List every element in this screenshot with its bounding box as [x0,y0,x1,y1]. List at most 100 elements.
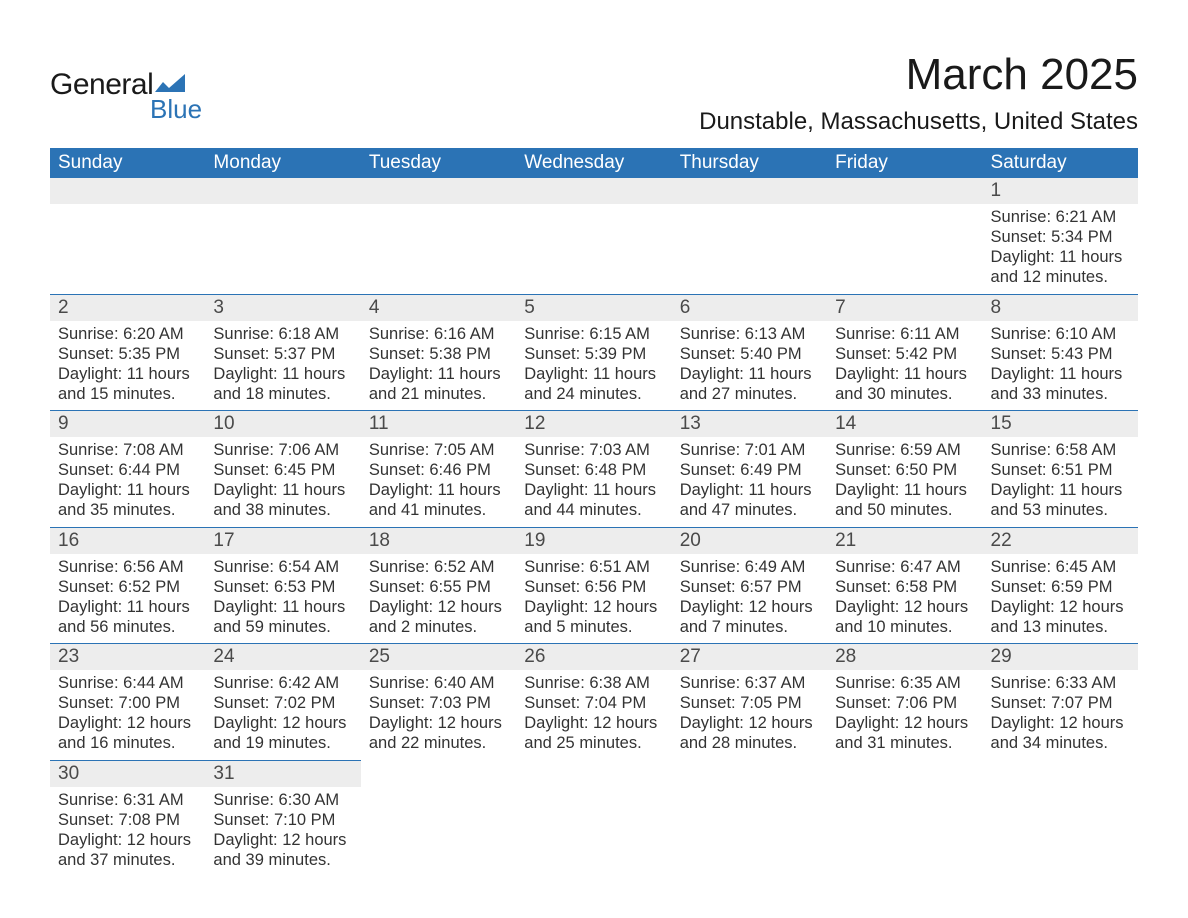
calendar-cell: 1Sunrise: 6:21 AMSunset: 5:34 PMDaylight… [983,178,1138,294]
calendar-cell: 8Sunrise: 6:10 AMSunset: 5:43 PMDaylight… [983,294,1138,411]
day-number [361,760,516,786]
day-number: 7 [827,295,982,321]
sunset-line: Sunset: 7:00 PM [58,693,197,713]
daylight2-line: and 27 minutes. [680,384,819,404]
day-details [50,204,205,213]
day-number: 25 [361,644,516,670]
day-number: 18 [361,528,516,554]
day-details: Sunrise: 6:37 AMSunset: 7:05 PMDaylight:… [672,670,827,760]
day-details: Sunrise: 6:38 AMSunset: 7:04 PMDaylight:… [516,670,671,760]
daylight2-line: and 50 minutes. [835,500,974,520]
day-details: Sunrise: 6:58 AMSunset: 6:51 PMDaylight:… [983,437,1138,527]
page-header: General Blue March 2025 Dunstable, Massa… [50,50,1138,136]
day-details [827,786,982,795]
calendar-cell: 28Sunrise: 6:35 AMSunset: 7:06 PMDayligh… [827,644,982,761]
sunrise-line: Sunrise: 6:10 AM [991,324,1130,344]
sunrise-line: Sunrise: 6:58 AM [991,440,1130,460]
calendar-cell: 18Sunrise: 6:52 AMSunset: 6:55 PMDayligh… [361,527,516,644]
day-details: Sunrise: 6:13 AMSunset: 5:40 PMDaylight:… [672,321,827,411]
daylight2-line: and 35 minutes. [58,500,197,520]
day-number: 4 [361,295,516,321]
day-header: Saturday [983,148,1138,178]
daylight1-line: Daylight: 11 hours [680,364,819,384]
calendar-cell: 11Sunrise: 7:05 AMSunset: 6:46 PMDayligh… [361,411,516,528]
day-number: 23 [50,644,205,670]
daylight1-line: Daylight: 12 hours [524,713,663,733]
day-number: 11 [361,411,516,437]
sunrise-line: Sunrise: 7:08 AM [58,440,197,460]
day-number [516,760,671,786]
daylight1-line: Daylight: 11 hours [991,364,1130,384]
day-details [983,786,1138,795]
daylight2-line: and 59 minutes. [213,617,352,637]
day-details: Sunrise: 6:59 AMSunset: 6:50 PMDaylight:… [827,437,982,527]
day-details: Sunrise: 6:33 AMSunset: 7:07 PMDaylight:… [983,670,1138,760]
day-number: 27 [672,644,827,670]
day-number [205,178,360,204]
sunset-line: Sunset: 7:08 PM [58,810,197,830]
day-number: 13 [672,411,827,437]
day-details: Sunrise: 6:30 AMSunset: 7:10 PMDaylight:… [205,787,360,877]
day-details: Sunrise: 6:35 AMSunset: 7:06 PMDaylight:… [827,670,982,760]
daylight2-line: and 56 minutes. [58,617,197,637]
sunset-line: Sunset: 6:55 PM [369,577,508,597]
calendar-cell [205,178,360,294]
sunrise-line: Sunrise: 6:44 AM [58,673,197,693]
day-header: Wednesday [516,148,671,178]
day-details: Sunrise: 6:20 AMSunset: 5:35 PMDaylight:… [50,321,205,411]
daylight1-line: Daylight: 12 hours [524,597,663,617]
brand-word-1: General [50,68,153,102]
day-details: Sunrise: 7:03 AMSunset: 6:48 PMDaylight:… [516,437,671,527]
sunset-line: Sunset: 6:56 PM [524,577,663,597]
location-subtitle: Dunstable, Massachusetts, United States [699,108,1138,136]
day-number: 12 [516,411,671,437]
sunset-line: Sunset: 6:59 PM [991,577,1130,597]
brand-flag-icon [155,74,185,94]
day-number [983,760,1138,786]
daylight2-line: and 44 minutes. [524,500,663,520]
daylight1-line: Daylight: 11 hours [213,364,352,384]
sunset-line: Sunset: 7:02 PM [213,693,352,713]
daylight2-line: and 24 minutes. [524,384,663,404]
day-number: 24 [205,644,360,670]
day-number: 15 [983,411,1138,437]
calendar-body: 1Sunrise: 6:21 AMSunset: 5:34 PMDaylight… [50,178,1138,876]
daylight1-line: Daylight: 12 hours [369,713,508,733]
calendar-cell [672,178,827,294]
title-block: March 2025 Dunstable, Massachusetts, Uni… [699,50,1138,136]
day-header: Friday [827,148,982,178]
sunrise-line: Sunrise: 6:33 AM [991,673,1130,693]
daylight2-line: and 13 minutes. [991,617,1130,637]
day-details: Sunrise: 6:56 AMSunset: 6:52 PMDaylight:… [50,554,205,644]
day-details: Sunrise: 6:18 AMSunset: 5:37 PMDaylight:… [205,321,360,411]
sunset-line: Sunset: 5:37 PM [213,344,352,364]
daylight1-line: Daylight: 11 hours [835,364,974,384]
day-details: Sunrise: 6:21 AMSunset: 5:34 PMDaylight:… [983,204,1138,294]
daylight2-line: and 28 minutes. [680,733,819,753]
daylight1-line: Daylight: 11 hours [213,480,352,500]
daylight1-line: Daylight: 12 hours [369,597,508,617]
sunset-line: Sunset: 7:06 PM [835,693,974,713]
day-number [516,178,671,204]
calendar-cell: 24Sunrise: 6:42 AMSunset: 7:02 PMDayligh… [205,644,360,761]
daylight2-line: and 2 minutes. [369,617,508,637]
calendar-cell: 5Sunrise: 6:15 AMSunset: 5:39 PMDaylight… [516,294,671,411]
calendar-cell [361,760,516,876]
sunset-line: Sunset: 5:38 PM [369,344,508,364]
sunset-line: Sunset: 6:48 PM [524,460,663,480]
day-details [516,786,671,795]
sunset-line: Sunset: 7:05 PM [680,693,819,713]
day-number: 17 [205,528,360,554]
daylight1-line: Daylight: 11 hours [991,247,1130,267]
day-details: Sunrise: 6:31 AMSunset: 7:08 PMDaylight:… [50,787,205,877]
day-details: Sunrise: 6:47 AMSunset: 6:58 PMDaylight:… [827,554,982,644]
calendar-cell: 7Sunrise: 6:11 AMSunset: 5:42 PMDaylight… [827,294,982,411]
day-details: Sunrise: 6:45 AMSunset: 6:59 PMDaylight:… [983,554,1138,644]
day-number [827,178,982,204]
calendar-cell: 31Sunrise: 6:30 AMSunset: 7:10 PMDayligh… [205,760,360,876]
calendar-cell: 4Sunrise: 6:16 AMSunset: 5:38 PMDaylight… [361,294,516,411]
sunset-line: Sunset: 7:07 PM [991,693,1130,713]
day-details [827,204,982,213]
sunrise-line: Sunrise: 7:03 AM [524,440,663,460]
day-details [672,204,827,213]
